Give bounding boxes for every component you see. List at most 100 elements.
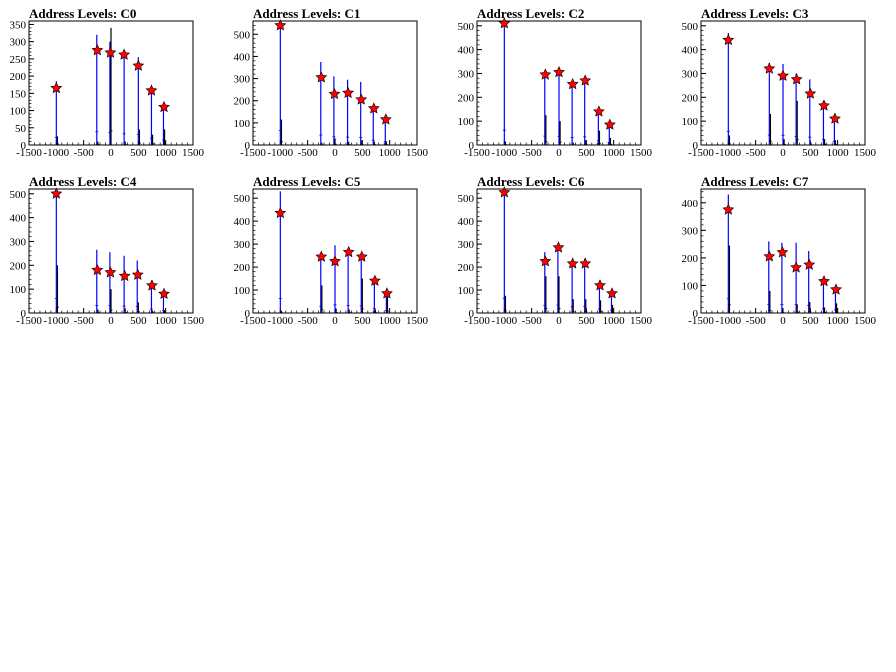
- y-tick-label: 200: [682, 92, 699, 104]
- x-tick-label: 1500: [182, 315, 205, 327]
- x-tick-label: 1000: [155, 147, 178, 159]
- peak-marker: [274, 206, 287, 219]
- x-tick-label: 1000: [603, 147, 626, 159]
- y-tick-label: 50: [15, 123, 27, 135]
- peak-marker: [606, 287, 618, 299]
- y-tick-label: 150: [10, 88, 27, 100]
- y-tick-label: 100: [458, 285, 475, 297]
- peak-marker: [539, 255, 552, 267]
- y-tick-label: 500: [234, 29, 251, 41]
- x-tick-label: 0: [108, 147, 114, 159]
- peak-marker: [594, 279, 606, 291]
- peak-marker: [379, 113, 392, 125]
- peak-marker: [722, 203, 735, 215]
- chart-title: Address Levels: C7: [701, 174, 809, 189]
- chart-panel-5: Address Levels: C50100200300400500-1500-…: [234, 174, 429, 327]
- y-tick-label: 400: [234, 216, 251, 228]
- x-tick-label: -1000: [491, 315, 517, 327]
- y-tick-label: 100: [682, 280, 699, 292]
- x-tick-label: 1500: [630, 147, 653, 159]
- x-tick-label: 1500: [406, 315, 429, 327]
- peak-marker: [158, 100, 170, 113]
- x-tick-label: -500: [74, 147, 95, 159]
- peak-marker: [804, 87, 817, 99]
- x-tick-label: -1000: [491, 147, 517, 159]
- peak-marker: [315, 250, 328, 262]
- peak-marker: [539, 68, 552, 80]
- chart-panel-1: Address Levels: C10100200300400500-1500-…: [234, 6, 429, 159]
- x-tick-label: -1500: [464, 315, 490, 327]
- peak-marker: [552, 241, 565, 253]
- chart-title: Address Levels: C1: [253, 6, 360, 21]
- x-tick-label: 500: [802, 315, 819, 327]
- peak-marker: [342, 86, 355, 99]
- y-tick-label: 500: [682, 21, 699, 33]
- y-tick-label: 200: [234, 262, 251, 274]
- peak-marker: [274, 19, 287, 31]
- x-tick-label: 1500: [854, 147, 877, 159]
- chart-title: Address Levels: C0: [29, 6, 136, 21]
- x-tick-label: -1000: [43, 147, 69, 159]
- y-tick-label: 400: [682, 45, 699, 57]
- peak-marker: [118, 48, 131, 60]
- x-tick-label: 0: [556, 315, 562, 327]
- x-tick-label: -1500: [16, 315, 42, 327]
- y-tick-label: 300: [458, 68, 475, 80]
- peak-marker: [50, 81, 63, 94]
- y-tick-label: 400: [10, 213, 27, 225]
- x-tick-label: 1500: [182, 147, 205, 159]
- x-tick-label: -1500: [240, 315, 266, 327]
- y-tick-label: 400: [682, 198, 699, 210]
- x-tick-label: -500: [298, 147, 319, 159]
- peak-marker: [579, 257, 592, 269]
- x-tick-label: 0: [556, 147, 562, 159]
- peak-marker: [91, 263, 104, 276]
- y-tick-label: 0: [245, 140, 251, 152]
- x-tick-label: 0: [780, 315, 786, 327]
- x-tick-label: 1500: [630, 315, 653, 327]
- chart-title: Address Levels: C2: [477, 6, 584, 21]
- chart-panel-3: Address Levels: C30100200300400500-1500-…: [682, 6, 877, 159]
- peak-marker: [381, 287, 393, 299]
- x-tick-label: -1500: [464, 147, 490, 159]
- y-tick-label: 200: [682, 253, 699, 265]
- peak-marker: [342, 245, 355, 258]
- y-tick-label: 200: [234, 96, 251, 108]
- peak-marker: [777, 69, 789, 81]
- chart-panel-0: Address Levels: C0 0 50 100 150 200 250 300 350 -…: [10, 6, 205, 159]
- x-tick-label: 1000: [827, 147, 850, 159]
- x-tick-label: -1000: [267, 147, 293, 159]
- x-tick-label: -1500: [240, 147, 266, 159]
- y-tick-label: 500: [458, 21, 475, 33]
- y-tick-label: 0: [245, 308, 251, 320]
- x-tick-label: -500: [522, 147, 543, 159]
- peak-marker: [368, 274, 381, 286]
- y-tick-label: 300: [682, 68, 699, 80]
- peak-marker: [553, 66, 565, 78]
- x-tick-label: 1000: [827, 315, 850, 327]
- chart-title: Address Levels: C6: [477, 174, 585, 189]
- peak-marker: [146, 279, 158, 291]
- peak-marker: [118, 269, 131, 282]
- peak-marker: [131, 268, 144, 280]
- x-tick-label: -500: [298, 315, 319, 327]
- y-tick-label: 100: [10, 106, 27, 118]
- peak-marker: [367, 102, 380, 114]
- y-tick-label: 400: [234, 51, 251, 63]
- y-tick-label: 200: [10, 260, 27, 272]
- y-tick-label: 100: [458, 116, 475, 128]
- peak-marker: [722, 33, 735, 46]
- x-tick-label: 1000: [155, 315, 178, 327]
- y-tick-label: 250: [10, 54, 27, 66]
- peak-marker: [603, 118, 616, 130]
- peak-marker: [803, 258, 816, 270]
- x-tick-label: 0: [108, 315, 114, 327]
- peak-marker: [355, 93, 368, 105]
- peak-marker: [145, 84, 158, 96]
- x-tick-label: 500: [354, 315, 371, 327]
- x-tick-label: -1500: [16, 147, 42, 159]
- x-tick-label: 500: [354, 147, 371, 159]
- x-tick-label: 1000: [379, 315, 402, 327]
- chart-title: Address Levels: C3: [701, 6, 809, 21]
